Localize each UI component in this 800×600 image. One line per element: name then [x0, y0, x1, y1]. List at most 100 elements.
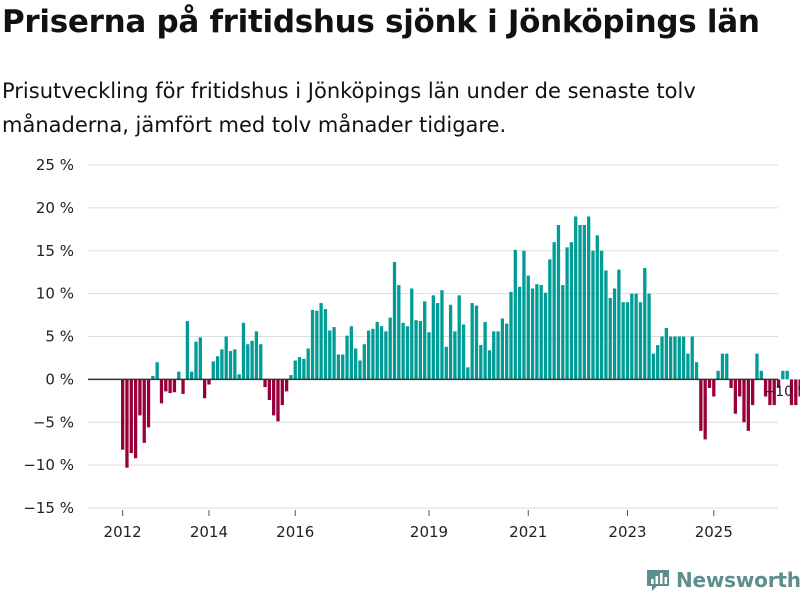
- bar: [177, 371, 181, 380]
- bar: [401, 322, 405, 380]
- bar: [379, 326, 384, 380]
- bar: [444, 346, 448, 380]
- y-tick-label: 15 %: [36, 242, 74, 260]
- chart-subtitle: Prisutveckling för fritidshus i Jönköpin…: [2, 79, 696, 137]
- bar: [129, 379, 133, 454]
- x-tick-label: 2025: [695, 523, 733, 541]
- bar: [750, 379, 755, 406]
- data-labels: −10 %: [764, 384, 800, 400]
- bar: [651, 353, 656, 380]
- bar: [595, 235, 599, 380]
- bar: [164, 379, 168, 392]
- bar: [224, 336, 228, 380]
- bar: [599, 250, 604, 380]
- bar: [776, 379, 781, 388]
- bar: [138, 379, 142, 416]
- bar: [526, 275, 530, 380]
- x-tick-label: 2021: [509, 523, 547, 541]
- y-axis-ticks: 25 % 20 % 15 % 10 % 5 % 0 % −5 % −10 % −15 %: [23, 156, 74, 517]
- bar: [263, 379, 267, 388]
- x-axis-ticks: 2012 2014 2016 2019 2021 2023 2025: [104, 510, 733, 541]
- bar: [306, 348, 310, 380]
- bar: [781, 370, 785, 380]
- bar: [492, 331, 496, 380]
- y-tick-label: 25 %: [36, 156, 74, 174]
- bar: [500, 318, 505, 380]
- bar: [509, 291, 513, 380]
- bar: [664, 327, 668, 380]
- bar: [763, 379, 768, 397]
- x-tick-label: 2016: [276, 523, 314, 541]
- bar: [345, 335, 349, 380]
- bar: [677, 336, 681, 380]
- bar: [332, 327, 336, 380]
- bar: [535, 284, 539, 380]
- bar: [125, 379, 129, 468]
- bar: [121, 379, 125, 450]
- bar: [617, 269, 621, 380]
- bar: [220, 349, 224, 380]
- bar: [323, 309, 328, 380]
- bar: [384, 331, 388, 380]
- bar: [250, 340, 254, 380]
- bar: [328, 330, 332, 380]
- bar: [297, 357, 302, 380]
- bar: [410, 288, 414, 380]
- bar: [673, 336, 677, 380]
- bar: [729, 379, 733, 388]
- bar: [522, 250, 526, 380]
- bar: [172, 379, 177, 393]
- bar: [440, 290, 444, 380]
- bar: [151, 375, 155, 380]
- bar: [621, 302, 625, 380]
- bar: [539, 285, 543, 380]
- bar: [168, 379, 172, 394]
- bar: [660, 336, 664, 380]
- chart-title: Priserna på fritidshus sjönk i Jönköping…: [2, 4, 760, 40]
- bar: [418, 321, 423, 380]
- bar: [690, 336, 694, 380]
- bar: [259, 344, 263, 380]
- bar: [548, 259, 552, 380]
- bar: [280, 379, 284, 406]
- bar: [578, 225, 582, 380]
- bar: [699, 379, 703, 431]
- bar: [302, 358, 306, 380]
- data-label: −10 %: [764, 384, 800, 400]
- bar: [755, 353, 759, 380]
- bar: [181, 379, 185, 394]
- bar: [133, 379, 138, 459]
- bar: [561, 285, 565, 380]
- bar: [625, 302, 630, 380]
- bar: [159, 379, 164, 404]
- bar: [461, 324, 466, 380]
- bar: [772, 379, 776, 406]
- bar: [284, 379, 289, 392]
- bar: [647, 293, 651, 380]
- bar: [470, 303, 474, 380]
- bar: [479, 345, 483, 380]
- bar: [681, 336, 686, 380]
- bar: [604, 270, 608, 380]
- bar: [215, 356, 220, 380]
- y-tick-label: 0 %: [45, 370, 74, 388]
- bar: [276, 379, 280, 422]
- bar: [341, 354, 345, 380]
- bar: [349, 326, 353, 380]
- bar: [207, 379, 211, 385]
- x-tick-label: 2019: [410, 523, 448, 541]
- bar: [397, 285, 401, 380]
- y-tick-label: −5 %: [33, 413, 74, 431]
- bar: [720, 353, 725, 380]
- bars: [121, 216, 800, 468]
- y-tick-label: 5 %: [45, 328, 74, 346]
- y-tick-label: −15 %: [23, 499, 74, 517]
- bar: [591, 250, 595, 380]
- bar: [565, 247, 569, 380]
- bar: [505, 323, 509, 380]
- bar: [423, 301, 427, 380]
- bar: [474, 305, 479, 380]
- y-tick-label: 10 %: [36, 285, 74, 303]
- bar: [202, 379, 207, 399]
- bar: [669, 336, 673, 380]
